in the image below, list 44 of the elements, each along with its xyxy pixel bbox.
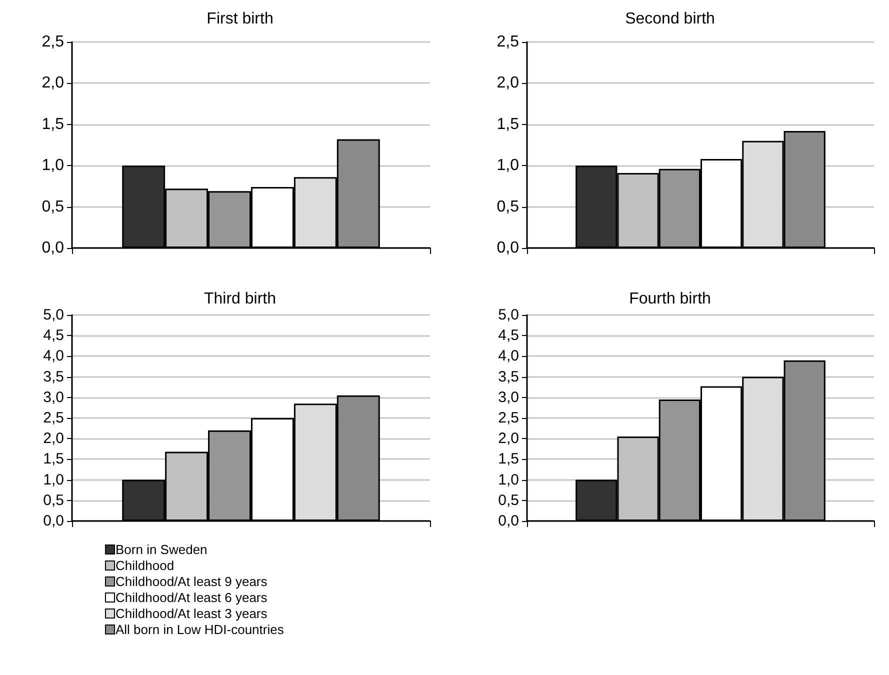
y-tick-label: 4,5 <box>498 327 519 344</box>
legend-label: All born in Low HDI-countries <box>116 622 284 637</box>
y-tick-label: 2,0 <box>498 430 519 448</box>
y-tick-label: 2,0 <box>43 430 64 448</box>
y-tick-label: 0,0 <box>498 512 519 530</box>
y-tick-label: 3,5 <box>43 368 64 386</box>
y-tick-label: 0,5 <box>496 198 520 216</box>
y-tick-label: 1,5 <box>42 116 64 133</box>
y-tick-label: 0,0 <box>496 240 520 256</box>
y-tick-label: 3,5 <box>498 368 519 386</box>
y-tick-label: 2,0 <box>42 74 64 92</box>
chart-title: Third birth <box>204 290 276 308</box>
y-tick-label: 4,5 <box>43 327 64 344</box>
legend-label: Childhood/At least 6 years <box>116 590 268 605</box>
y-tick-label: 2,5 <box>496 34 520 50</box>
y-tick-label: 2,5 <box>42 34 64 50</box>
y-tick-label: 1,0 <box>498 471 519 488</box>
y-tick-label: 2,5 <box>498 410 519 426</box>
y-tick-label: 4,0 <box>43 348 64 365</box>
chart-title: First birth <box>206 10 274 28</box>
y-tick-label: 1,0 <box>496 157 520 174</box>
y-tick-label: 3,0 <box>498 388 519 406</box>
y-tick-label: 0,5 <box>43 492 64 509</box>
y-tick-label: 1,0 <box>42 157 64 174</box>
chart-title: Fourth birth <box>629 290 711 308</box>
y-tick-label: 0,5 <box>42 198 64 216</box>
y-tick-label: 0,0 <box>42 240 64 256</box>
legend-label: Childhood/At least 9 years <box>116 574 268 589</box>
y-tick-label: 1,5 <box>496 116 520 133</box>
y-tick-label: 2,0 <box>496 74 520 92</box>
y-tick-label: 0,5 <box>498 492 519 509</box>
legend-label: Childhood <box>116 558 174 573</box>
y-tick-label: 1,5 <box>498 450 519 468</box>
y-tick-label: 2,5 <box>43 410 64 426</box>
legend-label: Born in Sweden <box>116 542 208 557</box>
chart-title: Second birth <box>625 10 715 28</box>
y-tick-label: 1,5 <box>43 450 64 468</box>
y-tick-label: 1,0 <box>43 471 64 488</box>
y-tick-label: 0,0 <box>43 512 64 530</box>
y-tick-label: 4,0 <box>498 348 519 365</box>
y-tick-label: 5,0 <box>498 306 519 324</box>
y-tick-label: 3,0 <box>43 388 64 406</box>
y-tick-label: 5,0 <box>43 306 64 324</box>
legend-label: Childhood/At least 3 years <box>116 606 268 621</box>
